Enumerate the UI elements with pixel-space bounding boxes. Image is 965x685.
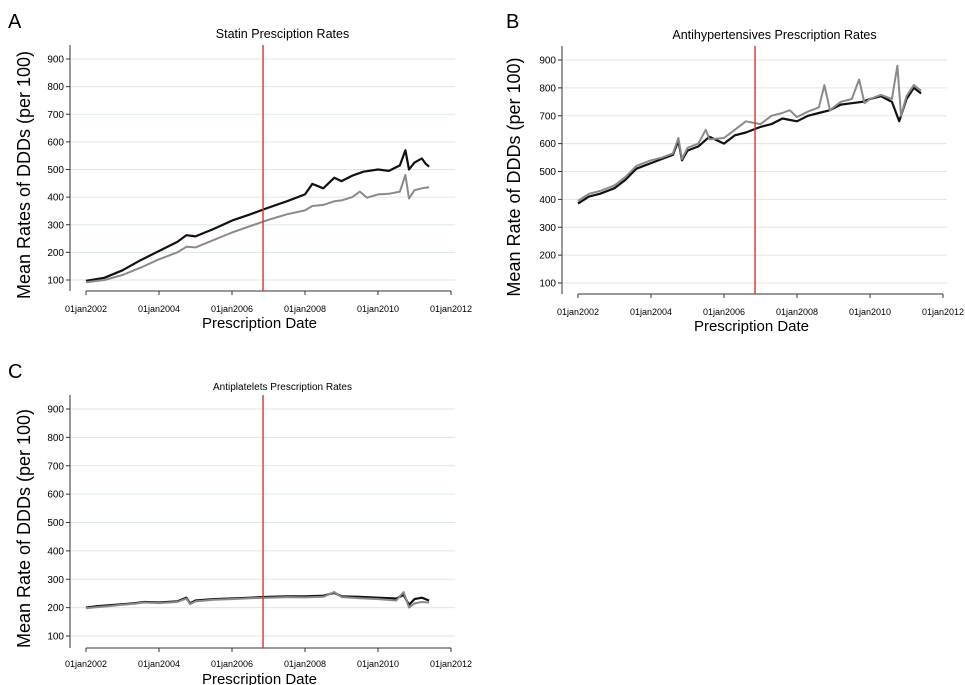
panel-a-ytick-label: 600 bbox=[47, 137, 64, 148]
panel-b-xtick-label: 01jan2006 bbox=[703, 307, 745, 317]
panel-c-series-line-1 bbox=[85, 591, 430, 609]
panel-b-series-line-1 bbox=[577, 86, 922, 205]
panel-a-title: Statin Presciption Rates bbox=[216, 27, 349, 41]
panel-c-ytick-label: 800 bbox=[47, 433, 64, 444]
panel-b-ytick-label: 600 bbox=[539, 139, 556, 150]
panel-a-series-line-1 bbox=[85, 149, 430, 282]
panel-b-ytick-label: 500 bbox=[539, 167, 556, 178]
panel-b-ytick-label: 900 bbox=[539, 56, 556, 67]
panel-b-title: Antihypertensives Prescription Rates bbox=[672, 28, 876, 42]
panel-a-xtick-label: 01jan2012 bbox=[430, 304, 472, 314]
panel-c-ytick-label: 300 bbox=[47, 575, 64, 586]
panel-c-ytick-label: 200 bbox=[47, 603, 64, 614]
panel-a-ytick-label: 500 bbox=[47, 165, 64, 176]
panel-c-xtick-label: 01jan2002 bbox=[65, 659, 107, 669]
panel-b-ytick-label: 800 bbox=[539, 83, 556, 94]
panel-a-xtick-label: 01jan2002 bbox=[65, 304, 107, 314]
panel-a-xtick-label: 01jan2010 bbox=[357, 304, 399, 314]
panel-a-x-axis-label: Prescription Date bbox=[202, 315, 317, 332]
panel-a-letter: A bbox=[8, 11, 22, 33]
panel-b-ytick-label: 700 bbox=[539, 111, 556, 122]
panel-b-ytick-label: 100 bbox=[539, 279, 556, 290]
panel-b-xtick-label: 01jan2010 bbox=[849, 307, 891, 317]
panel-c-xtick-label: 01jan2012 bbox=[430, 659, 472, 669]
panel-c-title: Antiplatelets Prescription Rates bbox=[213, 382, 352, 393]
panel-c-xtick-label: 01jan2010 bbox=[357, 659, 399, 669]
panel-b-letter: B bbox=[506, 11, 519, 33]
panel-a-ytick-label: 800 bbox=[47, 82, 64, 93]
panel-b-xtick-label: 01jan2004 bbox=[630, 307, 672, 317]
panel-c-ytick-label: 400 bbox=[47, 546, 64, 557]
panel-b-series-line-2 bbox=[577, 64, 922, 202]
panel-c-series-line-2 bbox=[85, 591, 430, 610]
panel-b-y-axis-label: Mean Rate of DDDs (per 100) bbox=[504, 57, 524, 296]
panel-b-ytick-label: 200 bbox=[539, 251, 556, 262]
panel-b-ytick-label: 400 bbox=[539, 195, 556, 206]
panel-c-xtick-label: 01jan2004 bbox=[138, 659, 180, 669]
panel-a-xtick-label: 01jan2006 bbox=[211, 304, 253, 314]
panel-a-ytick-label: 900 bbox=[47, 55, 64, 66]
panel-c-xtick-label: 01jan2008 bbox=[284, 659, 326, 669]
panel-c-ytick-label: 100 bbox=[47, 632, 64, 643]
panel-a-ytick-label: 100 bbox=[47, 276, 64, 287]
panel-b-xtick-label: 01jan2012 bbox=[922, 307, 964, 317]
panel-c-ytick-label: 500 bbox=[47, 518, 64, 529]
panel-a-xtick-label: 01jan2004 bbox=[138, 304, 180, 314]
panel-a-y-axis-label: Mean Rates of DDDs (per 100) bbox=[14, 51, 34, 299]
panel-b-ytick-label: 300 bbox=[539, 223, 556, 234]
panel-c-y-axis-label: Mean Rate of DDDs (per 100) bbox=[14, 409, 34, 648]
panel-a-ytick-label: 200 bbox=[47, 248, 64, 259]
panel-a-ytick-label: 400 bbox=[47, 193, 64, 204]
panel-a-series-line-2 bbox=[85, 174, 430, 284]
panel-c-ytick-label: 600 bbox=[47, 490, 64, 501]
panel-a-xtick-label: 01jan2008 bbox=[284, 304, 326, 314]
panel-c-xtick-label: 01jan2006 bbox=[211, 659, 253, 669]
panel-b-xtick-label: 01jan2008 bbox=[776, 307, 818, 317]
panel-c-x-axis-label: Prescription Date bbox=[202, 671, 317, 685]
panel-a-ytick-label: 300 bbox=[47, 220, 64, 231]
panel-c-ytick-label: 900 bbox=[47, 405, 64, 416]
panel-c-letter: C bbox=[8, 361, 22, 383]
panel-b-x-axis-label: Prescription Date bbox=[694, 318, 809, 335]
panel-c-ytick-label: 700 bbox=[47, 461, 64, 472]
panel-a-ytick-label: 700 bbox=[47, 110, 64, 121]
panel-b-xtick-label: 01jan2002 bbox=[557, 307, 599, 317]
